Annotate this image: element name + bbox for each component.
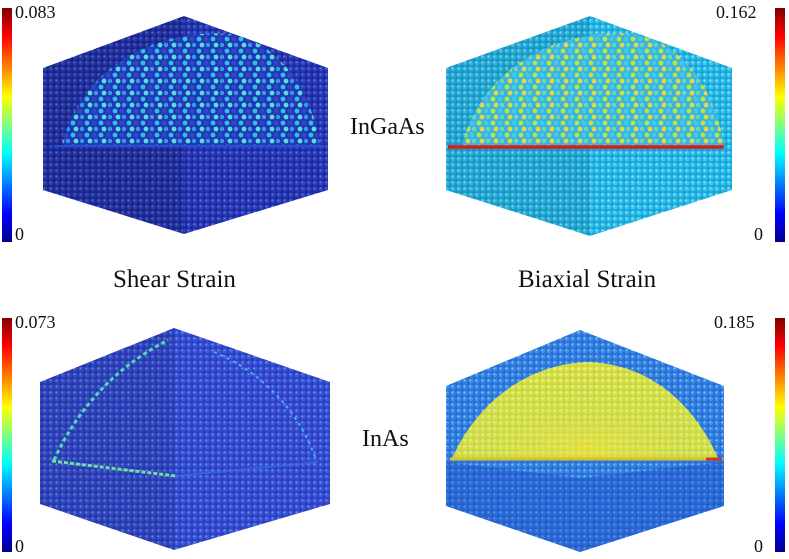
- quantum-dot: [62, 33, 320, 146]
- strain-label-left: Shear Strain: [113, 266, 236, 293]
- wetting-layer: [51, 459, 177, 478]
- quantum-dot-edge-left: [52, 338, 169, 461]
- strain-label-right: Biaxial Strain: [518, 266, 657, 293]
- wetting-layer-back: [175, 461, 319, 477]
- quantum-dot: [462, 33, 724, 146]
- material-label-bottom: InAs: [362, 426, 409, 452]
- colorbar-inas-biaxial: [775, 318, 785, 552]
- colorbar-max-ingaas-biaxial: 0.162: [716, 2, 757, 22]
- colorbar-max-inas-biaxial: 0.185: [714, 312, 755, 332]
- quantum-dot-edge-right: [213, 351, 317, 461]
- panel-ingaas-biaxial: [446, 16, 732, 236]
- crystal-block: [40, 328, 330, 550]
- colorbar-min-ingaas-shear: 0: [15, 224, 24, 244]
- colorbar-min-inas-shear: 0: [15, 536, 24, 556]
- colorbar-ingaas-biaxial: [775, 8, 785, 242]
- panel-inas-shear: [40, 328, 330, 550]
- crystal-edge-shade: [40, 328, 174, 550]
- panel-inas-biaxial: [446, 330, 724, 552]
- panel-ingaas-shear: [43, 16, 328, 234]
- colorbar-max-inas-shear: 0.073: [15, 312, 56, 332]
- colorbar-min-ingaas-biaxial: 0: [754, 224, 763, 244]
- colorbar-min-inas-biaxial: 0: [754, 536, 763, 556]
- colorbar-inas-shear: [2, 318, 12, 552]
- colorbar-ingaas-shear: [2, 8, 12, 242]
- quantum-dot-glow: [452, 362, 718, 458]
- colorbar-max-ingaas-shear: 0.083: [15, 2, 56, 22]
- material-label-top: InGaAs: [350, 114, 425, 140]
- crystal-lower-shade: [446, 462, 724, 552]
